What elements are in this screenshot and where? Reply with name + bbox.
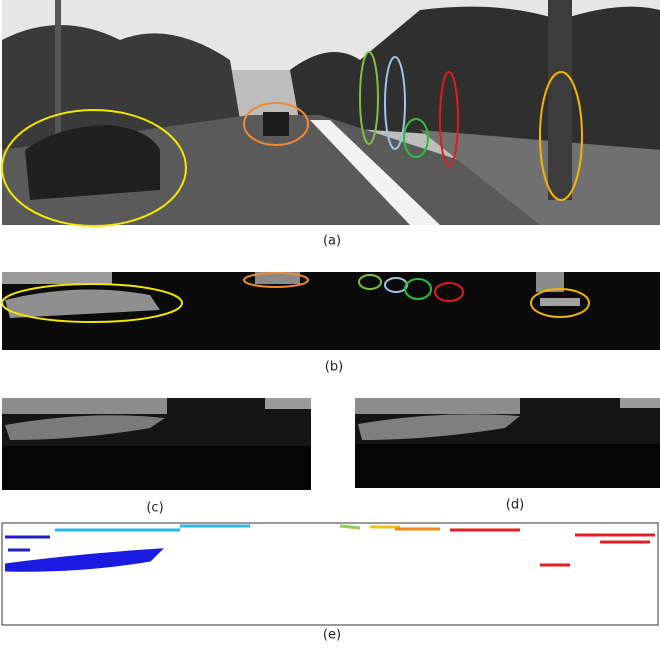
figure-shape (340, 526, 360, 528)
panel-b-image (2, 272, 660, 350)
panel-label: (a) (323, 234, 341, 249)
panel-label: (c) (146, 501, 163, 516)
panel-label: (d) (506, 498, 524, 513)
figure-shape (263, 112, 289, 136)
figure-page: (a) (b) (c) (d) (0, 0, 660, 650)
figure-shape (355, 398, 520, 414)
figure-shape (265, 398, 311, 409)
figure: (a) (b) (c) (d) (0, 0, 660, 650)
figure-shape (55, 0, 61, 140)
panel-label: (e) (323, 628, 341, 643)
figure-shape (2, 523, 658, 625)
figure-shape (2, 398, 167, 414)
figure-shape (2, 272, 112, 284)
figure-shape (540, 298, 580, 306)
panel-c-image (2, 398, 311, 490)
figure-shape (620, 398, 660, 408)
panel-e-plot (2, 523, 658, 625)
panel-a-image (2, 0, 660, 226)
panel-d-image (355, 398, 660, 488)
panel-label: (b) (325, 360, 343, 375)
figure-shape (548, 0, 572, 200)
